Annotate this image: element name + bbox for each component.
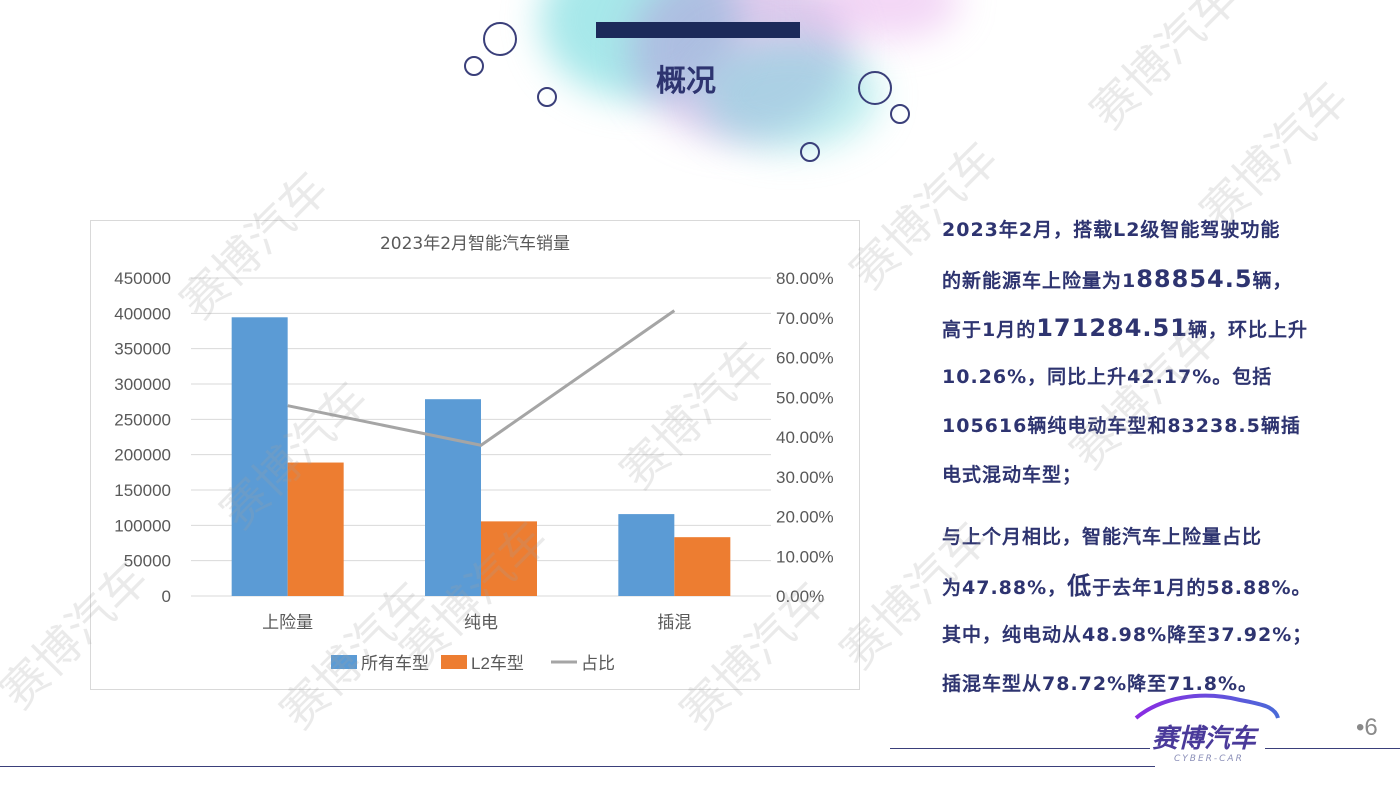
- bar-L2车型: [674, 537, 731, 596]
- legend-label: 占比: [581, 654, 615, 673]
- line-占比: [287, 309, 676, 447]
- logo-subtext: CYBER-CAR: [1174, 754, 1244, 764]
- bar-所有车型: [618, 514, 675, 596]
- text-line: 其中，纯电动从48.98%降至37.92%；: [942, 624, 1313, 646]
- watermark: 赛博汽车: [1079, 0, 1249, 140]
- text-line: 的新能源车上险量为188854.5辆，: [942, 261, 1342, 310]
- text-line: 为47.88%，低于去年1月的58.88%。: [942, 568, 1342, 617]
- text-line: 插混车型从78.72%降至71.8%。: [942, 673, 1259, 695]
- legend-swatch: [441, 655, 467, 669]
- x-tick-label: 插混: [657, 613, 691, 632]
- text-span: 低: [1067, 572, 1093, 600]
- bar-所有车型: [231, 317, 288, 596]
- y-left-tick-label: 100000: [114, 516, 171, 535]
- chart-title: 2023年2月智能汽车销量: [380, 234, 570, 254]
- text-span: 的新能源车上险量为1: [942, 270, 1137, 292]
- page-title: 概况: [656, 64, 716, 99]
- text-line: 10.26%，同比上升42.17%。包括: [942, 366, 1273, 388]
- bar-所有车型: [425, 399, 481, 596]
- y-left-tick-label: 350000: [114, 340, 171, 359]
- y-left-tick-label: 0: [162, 587, 171, 606]
- circle-decoration: [800, 142, 820, 162]
- circle-decoration: [483, 22, 517, 56]
- summary-text: 2023年2月，搭载L2级智能驾驶功能 的新能源车上险量为188854.5辆， …: [942, 212, 1342, 715]
- y-right-tick-label: 60.00%: [776, 349, 834, 368]
- logo-text: 赛博汽车: [1152, 724, 1257, 754]
- y-right-tick-label: 40.00%: [776, 428, 834, 447]
- title-bar: [596, 22, 800, 38]
- legend-label: 所有车型: [361, 654, 429, 673]
- y-right-tick-label: 50.00%: [776, 388, 834, 407]
- y-left-tick-label: 450000: [114, 269, 171, 288]
- divider: [1265, 748, 1400, 749]
- legend-swatch: [331, 655, 357, 669]
- y-right-tick-label: 20.00%: [776, 508, 834, 527]
- text-span: 于去年1月的58.88%。: [1092, 577, 1312, 599]
- bar-L2车型: [481, 521, 537, 596]
- y-right-tick-label: 10.00%: [776, 547, 834, 566]
- y-right-tick-label: 70.00%: [776, 309, 834, 328]
- text-span: 88854.5: [1136, 265, 1253, 293]
- x-tick-label: 纯电: [464, 613, 498, 632]
- circle-decoration: [537, 87, 557, 107]
- divider: [890, 748, 1150, 749]
- chart-svg: 2023年2月智能汽车销量 0 50000 100000 150000 200000 25…: [114, 234, 834, 673]
- circle-decoration: [464, 56, 484, 76]
- y-left-tick-label: 300000: [114, 375, 171, 394]
- text-span: 辆，: [1252, 270, 1293, 292]
- text-line: 高于1月的171284.51辆，环比上升: [942, 310, 1342, 359]
- y-right-tick-label: 30.00%: [776, 468, 834, 487]
- logo: 赛博汽车 CYBER-CAR: [1130, 686, 1290, 770]
- page-number: •6: [1356, 714, 1378, 741]
- y-left-tick-label: 50000: [124, 552, 171, 571]
- chart: 2023年2月智能汽车销量 0 50000 100000 150000 200000 25…: [90, 220, 860, 690]
- divider: [0, 766, 1155, 767]
- legend-label: L2车型: [471, 654, 524, 673]
- text-span: 171284.51: [1036, 314, 1188, 342]
- x-tick-label: 上险量: [262, 613, 313, 632]
- text-span: 高于1月的: [942, 319, 1037, 341]
- y-right-tick-label: 80.00%: [776, 269, 834, 288]
- text-line: 与上个月相比，智能汽车上险量占比: [942, 526, 1263, 548]
- y-left-tick-label: 150000: [114, 481, 171, 500]
- text-line: 电式混动车型；: [942, 464, 1083, 486]
- text-span: 辆，环比上升: [1187, 319, 1308, 341]
- watercolor-splash: [700, 40, 880, 150]
- text-line: 2023年2月，搭载L2级智能驾驶功能: [942, 219, 1281, 241]
- y-left-tick-label: 200000: [114, 446, 171, 465]
- circle-decoration: [890, 104, 910, 124]
- y-left-tick-label: 400000: [114, 304, 171, 323]
- text-line: 105616辆纯电动车型和83238.5辆插: [942, 415, 1301, 437]
- text-span: 为47.88%，: [942, 577, 1068, 599]
- bar-L2车型: [287, 462, 344, 596]
- y-right-tick-label: 0.00%: [776, 587, 824, 606]
- y-left-tick-label: 250000: [114, 410, 171, 429]
- circle-decoration: [858, 71, 892, 105]
- car-silhouette-icon: [1134, 693, 1280, 720]
